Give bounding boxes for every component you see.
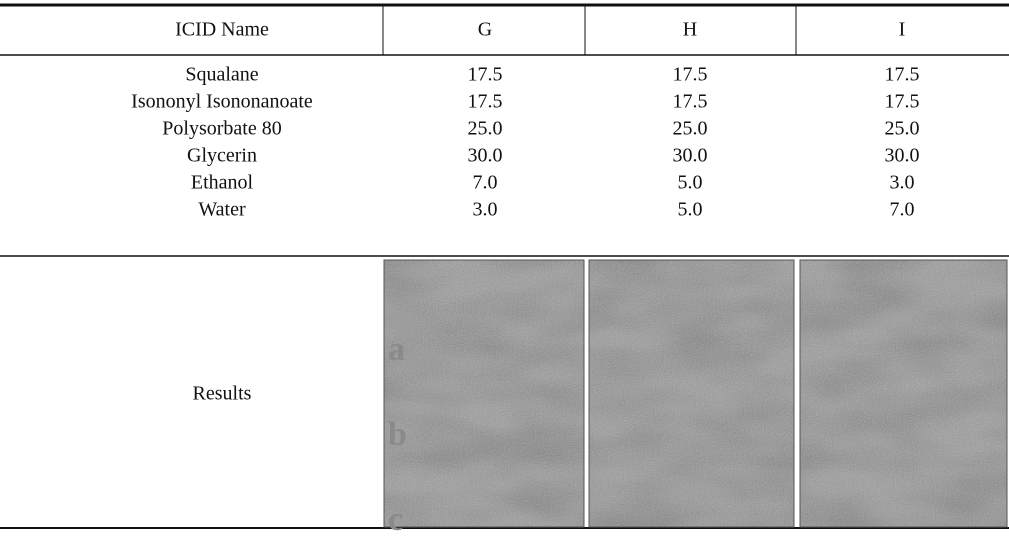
header-cell: G (478, 19, 492, 41)
amount-cell: 17.5 (673, 91, 708, 113)
result-image (800, 260, 1007, 527)
ingredient-name: Isononyl Isononanoate (131, 91, 313, 113)
ingredient-name: Polysorbate 80 (162, 118, 281, 140)
amount-cell: 5.0 (678, 172, 703, 194)
ingredient-name: Squalane (185, 64, 258, 86)
amount-cell: 25.0 (885, 118, 920, 140)
ingredient-name: Water (198, 199, 246, 221)
amount-cell: 5.0 (678, 199, 703, 221)
results-label: Results (193, 383, 252, 405)
header-cell: H (683, 19, 697, 41)
amount-cell: 30.0 (468, 145, 503, 167)
amount-cell: 17.5 (885, 64, 920, 86)
amount-cell: 17.5 (468, 91, 503, 113)
ingredient-name: Ethanol (191, 172, 254, 194)
amount-cell: 30.0 (673, 145, 708, 167)
table-figure: Results ICID Name G H I Squalane 17.5 17.5 17.5… (0, 0, 1009, 531)
amount-cell: 17.5 (468, 64, 503, 86)
amount-cell: 7.0 (473, 172, 498, 194)
amount-cell: 25.0 (673, 118, 708, 140)
header-cell: ICID Name (175, 19, 269, 41)
ingredient-name: Glycerin (187, 145, 257, 167)
amount-cell: 25.0 (468, 118, 503, 140)
amount-cell: 3.0 (890, 172, 915, 194)
image-label: c (388, 501, 403, 531)
amount-cell: 17.5 (673, 64, 708, 86)
image-label: b (388, 416, 407, 453)
image-label: a (388, 331, 405, 368)
result-image (384, 260, 584, 527)
header-cell: I (899, 19, 906, 41)
result-image (589, 260, 794, 527)
amount-cell: 7.0 (890, 199, 915, 221)
amount-cell: 30.0 (885, 145, 920, 167)
amount-cell: 3.0 (473, 199, 498, 221)
amount-cell: 17.5 (885, 91, 920, 113)
